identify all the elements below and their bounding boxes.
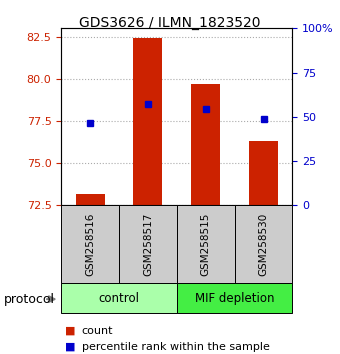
FancyBboxPatch shape [61,283,177,313]
Bar [75,194,105,205]
FancyBboxPatch shape [177,283,292,313]
FancyBboxPatch shape [61,205,119,283]
Text: GSM258515: GSM258515 [201,212,211,276]
Text: ■: ■ [65,326,75,336]
FancyBboxPatch shape [177,205,235,283]
FancyBboxPatch shape [119,205,177,283]
Bar [249,141,278,205]
Text: GSM258530: GSM258530 [258,213,269,276]
Text: GSM258516: GSM258516 [85,212,95,276]
Text: count: count [82,326,113,336]
Text: protocol: protocol [3,293,54,306]
FancyBboxPatch shape [235,205,292,283]
Text: MIF depletion: MIF depletion [195,292,274,305]
Bar [133,39,163,205]
Bar [191,84,220,205]
Text: ■: ■ [65,342,75,352]
Text: GDS3626 / ILMN_1823520: GDS3626 / ILMN_1823520 [79,16,261,30]
Text: control: control [99,292,139,305]
Text: percentile rank within the sample: percentile rank within the sample [82,342,270,352]
Text: GSM258517: GSM258517 [143,212,153,276]
